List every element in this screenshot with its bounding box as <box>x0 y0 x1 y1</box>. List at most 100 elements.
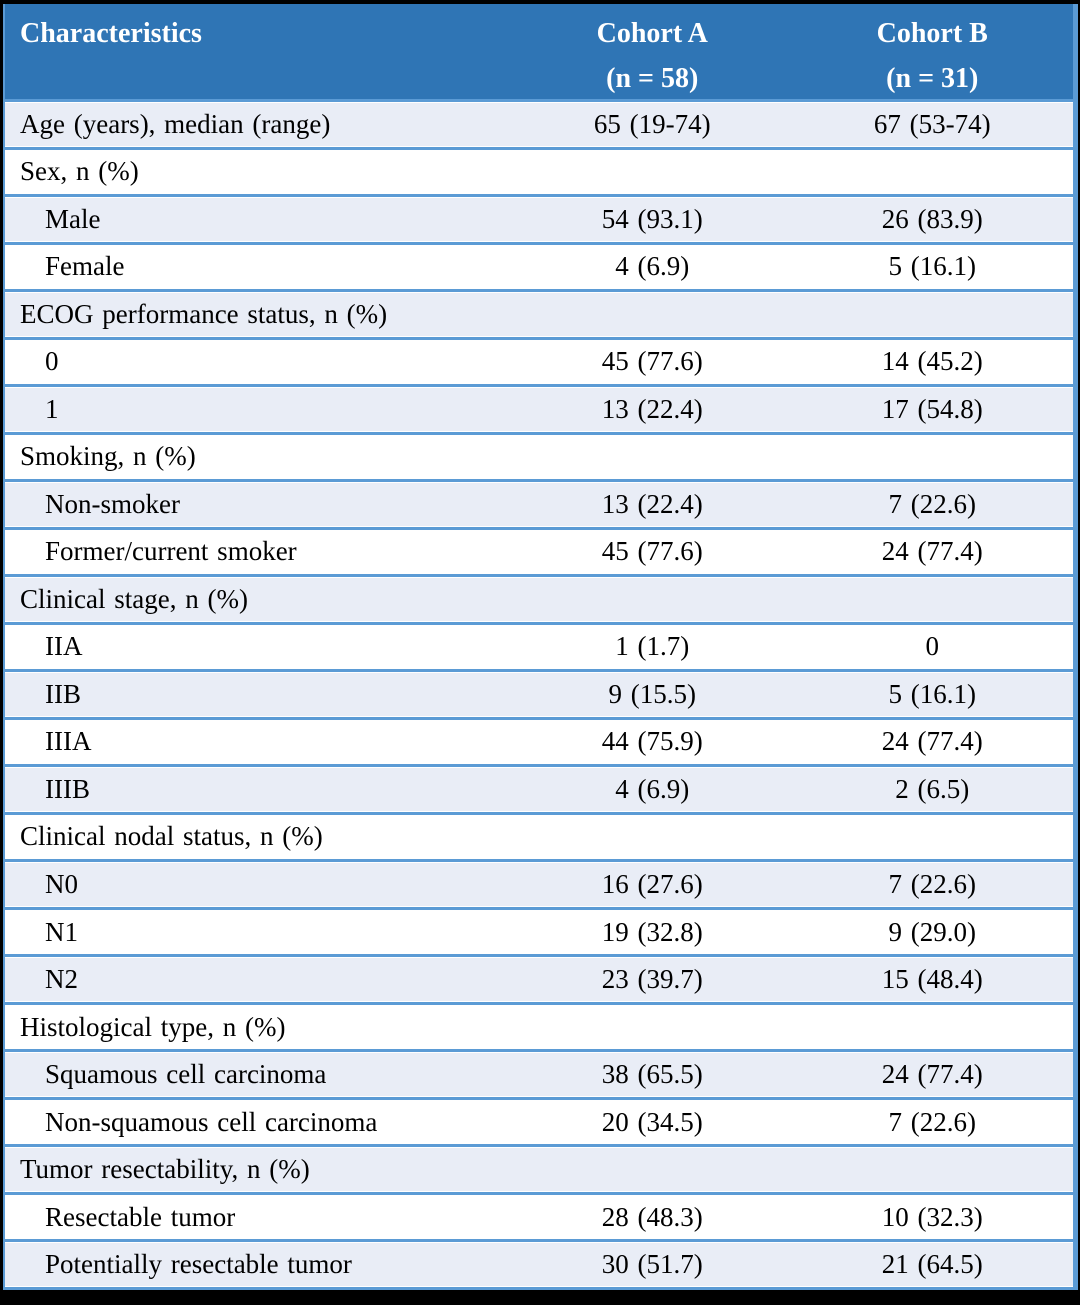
cohort-a-value: 19 (32.8) <box>512 908 792 956</box>
table-row: 1 13 (22.4) 17 (54.8) <box>4 385 1076 434</box>
cohort-a-value: 1 (1.7) <box>512 623 792 671</box>
cohort-a-value: 30 (51.7) <box>512 1240 792 1289</box>
row-label: Squamous cell carcinoma <box>4 1050 513 1099</box>
section-label: Histological type, n (%) <box>4 1003 513 1051</box>
cohort-b-value: 0 <box>791 623 1076 671</box>
cohort-a-value: 9 (15.5) <box>512 670 792 719</box>
cohort-a-value: 16 (27.6) <box>512 860 792 909</box>
header-cohort-a-cell: Cohort A (n = 58) <box>512 4 792 102</box>
section-label: Clinical nodal status, n (%) <box>4 813 513 861</box>
cohort-a-value: 45 (77.6) <box>512 338 792 386</box>
cohort-a-value: 44 (75.9) <box>512 718 792 766</box>
section-row: Smoking, n (%) <box>4 433 1076 481</box>
row-label: Female <box>4 243 513 291</box>
row-label: N0 <box>4 860 513 909</box>
table-row: Former/current smoker 45 (77.6) 24 (77.4… <box>4 528 1076 576</box>
cohort-a-value: 38 (65.5) <box>512 1050 792 1099</box>
row-label: Former/current smoker <box>4 528 513 576</box>
header-row: Characteristics Cohort A (n = 58) Cohort… <box>4 4 1076 102</box>
cohort-b-value <box>791 148 1076 196</box>
cohort-a-value <box>512 433 792 481</box>
cohort-a-value <box>512 1003 792 1051</box>
cohort-a-value: 54 (93.1) <box>512 195 792 244</box>
section-label: Sex, n (%) <box>4 148 513 196</box>
cohort-b-value: 10 (32.3) <box>791 1193 1076 1241</box>
row-label: N2 <box>4 955 513 1004</box>
cohort-a-value: 23 (39.7) <box>512 955 792 1004</box>
section-label: Tumor resectability, n (%) <box>4 1145 513 1194</box>
row-label: IIIB <box>4 765 513 814</box>
row-label: IIB <box>4 670 513 719</box>
table-row: 0 45 (77.6) 14 (45.2) <box>4 338 1076 386</box>
header-cohort-b-n: (n = 31) <box>886 63 979 94</box>
cohort-b-value: 67 (53-74) <box>791 100 1076 149</box>
table-row: Resectable tumor 28 (48.3) 10 (32.3) <box>4 1193 1076 1241</box>
table-body: Age (years), median (range) 65 (19-74) 6… <box>4 100 1076 1289</box>
section-row: ECOG performance status, n (%) <box>4 290 1076 339</box>
row-label: IIIA <box>4 718 513 766</box>
cohort-b-value <box>791 1003 1076 1051</box>
cohort-b-value: 5 (16.1) <box>791 670 1076 719</box>
table-row: Age (years), median (range) 65 (19-74) 6… <box>4 100 1076 149</box>
cohort-b-value: 7 (22.6) <box>791 480 1076 529</box>
table-row: Non-smoker 13 (22.4) 7 (22.6) <box>4 480 1076 529</box>
row-label: Potentially resectable tumor <box>4 1240 513 1289</box>
cohort-b-value: 14 (45.2) <box>791 338 1076 386</box>
row-label: Resectable tumor <box>4 1193 513 1241</box>
cohort-a-value: 13 (22.4) <box>512 385 792 434</box>
cohort-b-value <box>791 575 1076 624</box>
row-label: Non-squamous cell carcinoma <box>4 1098 513 1146</box>
row-label: Male <box>4 195 513 244</box>
table-row: N0 16 (27.6) 7 (22.6) <box>4 860 1076 909</box>
header-characteristics-label: Characteristics <box>20 18 202 49</box>
cohort-b-value: 24 (77.4) <box>791 528 1076 576</box>
section-label: Smoking, n (%) <box>4 433 513 481</box>
cohort-a-value <box>512 290 792 339</box>
cohort-a-value <box>512 1145 792 1194</box>
table-header: Characteristics Cohort A (n = 58) Cohort… <box>4 4 1076 102</box>
cohort-b-value <box>791 433 1076 481</box>
cohort-a-value: 28 (48.3) <box>512 1193 792 1241</box>
row-label: 0 <box>4 338 513 386</box>
header-cohort-b-cell: Cohort B (n = 31) <box>791 4 1076 102</box>
cohort-b-value: 7 (22.6) <box>791 860 1076 909</box>
table-row: IIA 1 (1.7) 0 <box>4 623 1076 671</box>
section-label: ECOG performance status, n (%) <box>4 290 513 339</box>
table-row: IIIB 4 (6.9) 2 (6.5) <box>4 765 1076 814</box>
row-label: IIA <box>4 623 513 671</box>
cohort-a-value: 4 (6.9) <box>512 765 792 814</box>
cohort-b-value: 5 (16.1) <box>791 243 1076 291</box>
section-row: Clinical stage, n (%) <box>4 575 1076 624</box>
header-cohort-a-n: (n = 58) <box>606 63 699 94</box>
table-row: Non-squamous cell carcinoma 20 (34.5) 7 … <box>4 1098 1076 1146</box>
row-label: Age (years), median (range) <box>4 100 513 149</box>
section-row: Histological type, n (%) <box>4 1003 1076 1051</box>
cohort-b-value <box>791 813 1076 861</box>
cohort-a-value <box>512 575 792 624</box>
section-row: Tumor resectability, n (%) <box>4 1145 1076 1194</box>
cohort-a-value: 4 (6.9) <box>512 243 792 291</box>
cohort-a-value <box>512 813 792 861</box>
header-cohort-a-title: Cohort A <box>596 18 708 49</box>
cohort-b-value: 26 (83.9) <box>791 195 1076 244</box>
table-row: IIIA 44 (75.9) 24 (77.4) <box>4 718 1076 766</box>
table-row: Squamous cell carcinoma 38 (65.5) 24 (77… <box>4 1050 1076 1099</box>
cohort-b-value: 15 (48.4) <box>791 955 1076 1004</box>
cohort-b-value: 7 (22.6) <box>791 1098 1076 1146</box>
table-row: IIB 9 (15.5) 5 (16.1) <box>4 670 1076 719</box>
characteristics-table: Characteristics Cohort A (n = 58) Cohort… <box>3 4 1078 1290</box>
cohort-a-value: 20 (34.5) <box>512 1098 792 1146</box>
table-row: N2 23 (39.7) 15 (48.4) <box>4 955 1076 1004</box>
table-row: Potentially resectable tumor 30 (51.7) 2… <box>4 1240 1076 1289</box>
cohort-b-value: 9 (29.0) <box>791 908 1076 956</box>
header-cohort-b-title: Cohort B <box>876 18 988 49</box>
row-label: Non-smoker <box>4 480 513 529</box>
table-row: N1 19 (32.8) 9 (29.0) <box>4 908 1076 956</box>
cohort-b-value: 2 (6.5) <box>791 765 1076 814</box>
cohort-b-value: 24 (77.4) <box>791 1050 1076 1099</box>
cohort-a-value: 45 (77.6) <box>512 528 792 576</box>
cohort-b-value <box>791 1145 1076 1194</box>
header-characteristics-cell: Characteristics <box>4 4 513 102</box>
section-row: Clinical nodal status, n (%) <box>4 813 1076 861</box>
page-frame: Characteristics Cohort A (n = 58) Cohort… <box>3 4 1078 1290</box>
